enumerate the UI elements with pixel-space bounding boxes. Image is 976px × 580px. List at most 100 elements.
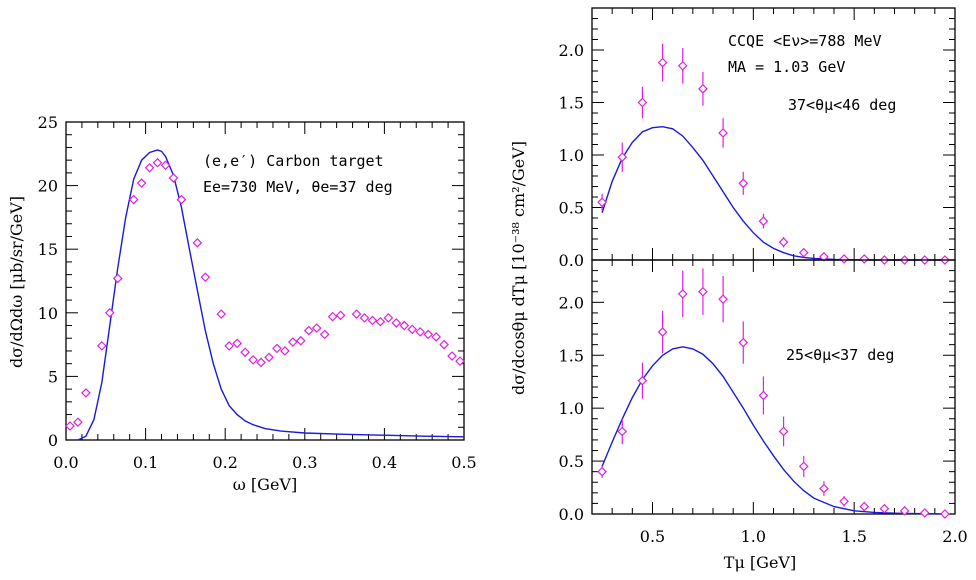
right-top-data-point — [839, 254, 849, 264]
right-top-data-point — [758, 216, 769, 226]
left-data-point — [383, 313, 394, 323]
right-top-data-point — [778, 237, 789, 247]
right-bottom-data-point — [879, 503, 890, 514]
right-bottom-data-point — [698, 286, 708, 297]
left-data-point — [144, 162, 155, 173]
right-y-axis-label: dσ/dcosθμ dTμ [10⁻³⁸ cm²/GeV] — [509, 141, 528, 395]
left-data-point — [295, 335, 306, 346]
left-plot-frame — [65, 121, 465, 441]
left-x-tick-label: 0.5 — [451, 453, 476, 472]
right-top-data-point — [677, 60, 688, 71]
left-data-point — [176, 194, 187, 205]
left-data-point — [447, 351, 457, 361]
right-bottom-curve-line — [601, 346, 945, 515]
left-annotation-1: (e,e′) Carbon target — [203, 152, 384, 170]
left-theory-curve — [77, 149, 465, 441]
left-x-tick-label: 0.2 — [212, 453, 237, 472]
left-data-point — [73, 417, 83, 428]
left-data-point — [288, 337, 298, 347]
left-data-point — [319, 329, 330, 340]
left-data-point — [128, 194, 139, 205]
left-data-point — [455, 356, 465, 366]
left-y-axis-label: dσ/dΩdω [μb/sr/GeV] — [7, 196, 26, 368]
left-data-point — [192, 237, 203, 248]
left-x-tick-label: 0.4 — [372, 453, 397, 472]
right-top-data-point — [597, 197, 607, 208]
left-data-point — [407, 324, 418, 335]
right-top-data-point — [637, 97, 648, 108]
right-bottom-data-point — [597, 466, 607, 477]
right-top-data-point — [698, 84, 708, 94]
left-y-tick-label: 25 — [38, 113, 58, 132]
right-bottom-data-point — [899, 505, 910, 516]
left-data-point — [335, 310, 346, 321]
left-data-point — [160, 160, 171, 171]
left-x-tick-label: 0.0 — [53, 453, 78, 472]
right-bottom-annotation-1: 25<θμ<37 deg — [786, 346, 894, 364]
right-bottom-theory-curve — [601, 346, 945, 515]
left-x-tick-label: 0.3 — [292, 453, 317, 472]
right-top-data-point — [657, 57, 668, 68]
left-y-tick-label: 20 — [38, 177, 58, 196]
right-bottom-y-tick-label: 1.5 — [559, 346, 584, 365]
right-top-annotation-1: CCQE <Eν>=788 MeV — [728, 32, 882, 50]
right-top-y-tick-label: 0.0 — [559, 251, 584, 270]
left-data-point — [327, 311, 338, 322]
left-data-point — [375, 316, 386, 327]
left-data-point — [216, 309, 227, 319]
left-data-point — [311, 323, 322, 333]
right-bottom-data-point — [637, 375, 648, 386]
right-top-data-point — [819, 252, 829, 262]
right-bottom-data-point — [738, 337, 749, 348]
left-data-point — [359, 313, 370, 323]
left-y-tick-label: 15 — [38, 240, 58, 259]
right-top-annotation-3: 37<θμ<46 deg — [788, 96, 896, 114]
left-data-point — [256, 357, 266, 368]
right-bottom-x-tick-label: 0.5 — [640, 527, 665, 546]
right-bottom-y-tick-label: 1.0 — [559, 399, 584, 418]
left-x-tick-label: 0.1 — [133, 453, 158, 472]
left-axis-ticks: 0.0 0.1 0.2 0.3 0.4 0.5 0 5 10 15 20 25 — [38, 113, 477, 472]
right-bottom-data-point — [839, 496, 849, 507]
left-data-point — [399, 320, 410, 331]
left-x-axis-label: ω [GeV] — [233, 475, 297, 494]
right-bottom-x-tick-label: 2.0 — [942, 527, 967, 546]
right-bottom-data-point — [798, 461, 809, 472]
left-data-point — [104, 307, 115, 318]
left-data-point — [391, 318, 402, 328]
left-data-point — [224, 341, 235, 351]
right-bottom-data-point — [758, 390, 769, 401]
right-bottom-data-point — [657, 327, 668, 337]
left-data-point — [439, 339, 449, 350]
left-data-point — [152, 157, 163, 168]
left-data-point — [367, 315, 378, 326]
right-bottom-y-tick-label: 0.0 — [559, 505, 584, 524]
left-data-point — [112, 273, 123, 284]
left-data-point — [200, 272, 211, 283]
right-top-data-point — [718, 128, 728, 138]
right-top-panel: 0.0 0.5 1.0 1.5 2.0 CCQE <Eν>=788 MeV MA = 1… — [559, 7, 956, 270]
left-data-point — [423, 329, 434, 340]
left-data-point — [303, 325, 314, 336]
right-top-data-point — [738, 178, 749, 189]
right-bottom-data-point — [718, 294, 728, 305]
left-panel: 0.0 0.1 0.2 0.3 0.4 0.5 0 5 10 15 20 25 (e,e′) Carb… — [7, 113, 477, 494]
left-data-point — [65, 421, 75, 431]
left-data-point — [81, 388, 91, 398]
right-top-y-tick-label: 1.5 — [559, 94, 584, 113]
left-annotation-2: Ee=730 MeV, θe=37 deg — [203, 178, 393, 196]
left-data-point — [248, 355, 258, 365]
right-top-curve-line — [601, 125, 945, 261]
right-bottom-x-tick-label: 1.0 — [741, 527, 766, 546]
left-data-point — [351, 309, 362, 319]
right-bottom-y-tick-label: 2.0 — [559, 293, 584, 312]
right-x-axis-label: Tμ [GeV] — [724, 553, 796, 572]
left-data-point — [96, 341, 107, 351]
left-y-tick-label: 5 — [48, 367, 58, 386]
left-data-point — [264, 352, 274, 363]
right-top-data-point — [798, 247, 809, 258]
right-bottom-data-point — [859, 501, 870, 512]
right-bottom-panel: 0.5 1.0 1.5 2.0 0.0 0.5 1.0 1.5 2.0 25<θμ<37 deg… — [509, 141, 968, 572]
right-top-data-points — [597, 43, 950, 265]
